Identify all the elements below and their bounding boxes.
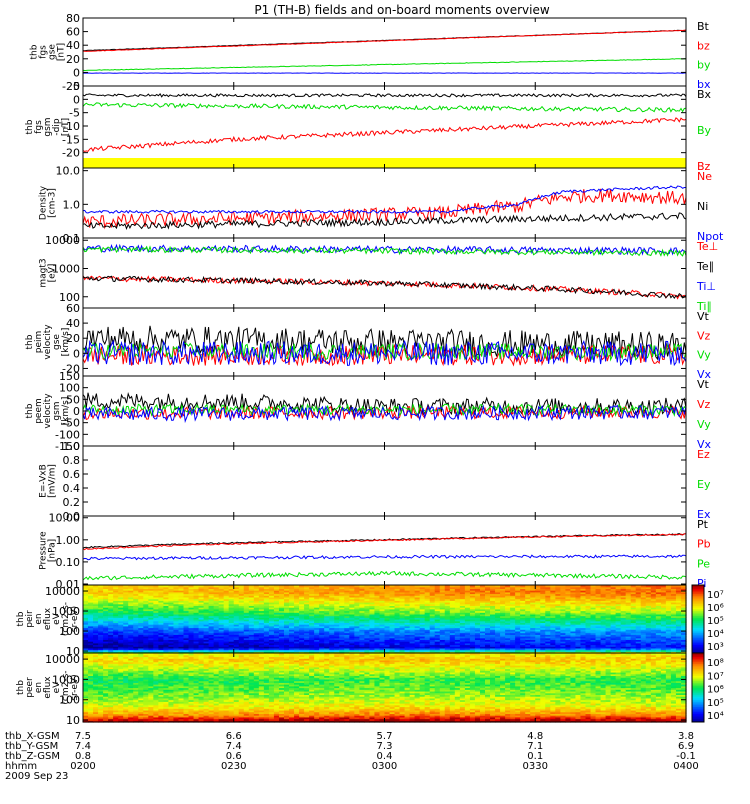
y-tick-label: -20 [62, 147, 80, 160]
legend-label-Ne: Ne [697, 170, 712, 183]
y-axis-label: [nT] [61, 118, 71, 136]
legend-label-Te⊥: Te⊥ [696, 240, 718, 253]
legend-label-Vt: Vt [697, 378, 710, 391]
y-tick-label: 0 [73, 93, 80, 106]
panel-frame [83, 168, 686, 238]
y-axis-label: [km/s] [61, 397, 71, 426]
y-tick-label: 10.00 [49, 512, 81, 525]
series-line-by [83, 59, 686, 71]
legend-label-Vz: Vz [697, 329, 711, 342]
series-line-Pb [83, 534, 686, 550]
series-line-Bz [83, 118, 686, 152]
legend-label-bz: bz [697, 39, 710, 52]
legend-label-Pb: Pb [697, 538, 711, 551]
y-tick-label: 1.00 [56, 534, 81, 547]
series-line-Bx [83, 94, 686, 97]
plot-title: P1 (TH-B) fields and on-board moments ov… [254, 3, 550, 17]
y-axis-label: [nPa] [48, 539, 58, 562]
legend-label-by: by [697, 59, 711, 72]
series-line-bz [83, 30, 686, 51]
panel-frame [83, 18, 686, 86]
y-tick-label: 0.10 [56, 556, 81, 569]
series-line-Pe [83, 572, 686, 580]
y-tick-label: 0.2 [63, 496, 81, 509]
y-tick-label: 0 [73, 66, 80, 79]
series-line-Ni [83, 213, 686, 229]
y-tick-label: 20 [66, 53, 80, 66]
legend-label-Bt: Bt [697, 20, 710, 33]
y-tick-label: 60 [66, 302, 80, 315]
legend-label-Ey: Ey [697, 478, 711, 491]
legend-label-Vy: Vy [697, 349, 711, 362]
legend-label-By: By [697, 124, 712, 137]
panel-frame [83, 86, 686, 168]
series-line-Te∥ [83, 276, 686, 298]
series-line-Pi [83, 555, 686, 560]
y-tick-label: 0.8 [63, 454, 81, 467]
series-line-By [83, 103, 686, 112]
legend-label-Ni: Ni [697, 200, 708, 213]
y-tick-label: 0 [73, 347, 80, 360]
y-tick-label: 1.0 [63, 198, 81, 211]
y-axis-label: [nT] [57, 43, 67, 61]
series-line-Ti∥ [83, 247, 686, 256]
y-tick-label: 80 [66, 12, 80, 25]
y-axis-label: [cm-3] [48, 188, 58, 218]
y-tick-label: 5 [73, 80, 80, 93]
panel-frame [83, 516, 686, 585]
y-axis-label: [mV/m] [48, 464, 58, 498]
y-tick-label: -5 [69, 107, 80, 120]
y-axis-label: [eV] [48, 264, 58, 283]
legend-label-Vz: Vz [697, 398, 711, 411]
y-tick-label: 40 [66, 39, 80, 52]
legend-label-Vy: Vy [697, 418, 711, 431]
legend-label-Bx: Bx [697, 88, 712, 101]
legend-label-Vt: Vt [697, 310, 710, 323]
legend-label-Pt: Pt [697, 518, 709, 531]
y-tick-label: 10.0 [56, 165, 81, 178]
y-tick-label: 0.6 [63, 468, 81, 481]
y-tick-label: 60 [66, 26, 80, 39]
y-tick-label: 10000 [45, 234, 80, 247]
y-tick-label: 0.4 [63, 482, 81, 495]
y-tick-label: 1.0 [63, 440, 81, 453]
legend-label-Pe: Pe [697, 557, 710, 570]
legend-label-Ez: Ez [697, 448, 710, 461]
y-axis-label: [km/s] [61, 328, 71, 357]
legend-label-Ti⊥: Ti⊥ [696, 280, 716, 293]
panel-frame [83, 446, 686, 516]
legend-label-Te∥: Te∥ [696, 260, 714, 273]
